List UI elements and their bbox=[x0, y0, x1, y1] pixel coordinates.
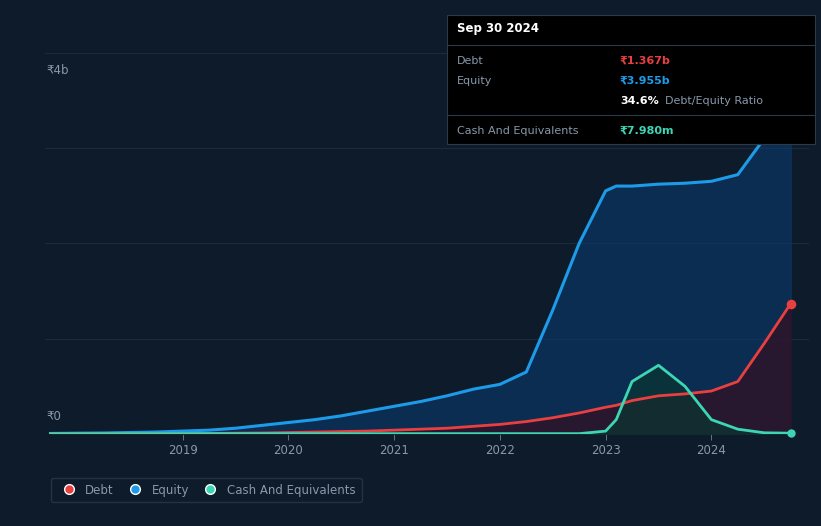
Point bbox=[784, 53, 797, 61]
Text: Sep 30 2024: Sep 30 2024 bbox=[457, 22, 539, 35]
Text: ₹7.980m: ₹7.980m bbox=[620, 126, 674, 136]
Text: ₹3.955b: ₹3.955b bbox=[620, 76, 671, 86]
Text: Equity: Equity bbox=[457, 76, 493, 86]
Text: Debt: Debt bbox=[457, 56, 484, 66]
Text: Debt/Equity Ratio: Debt/Equity Ratio bbox=[665, 96, 763, 106]
Text: Cash And Equivalents: Cash And Equivalents bbox=[457, 126, 579, 136]
Text: 34.6%: 34.6% bbox=[620, 96, 658, 106]
Point bbox=[784, 299, 797, 308]
Text: ₹4b: ₹4b bbox=[47, 64, 69, 77]
Text: ₹0: ₹0 bbox=[47, 410, 62, 422]
Text: ₹1.367b: ₹1.367b bbox=[620, 56, 671, 66]
Legend: Debt, Equity, Cash And Equivalents: Debt, Equity, Cash And Equivalents bbox=[51, 478, 361, 502]
Point bbox=[784, 429, 797, 438]
